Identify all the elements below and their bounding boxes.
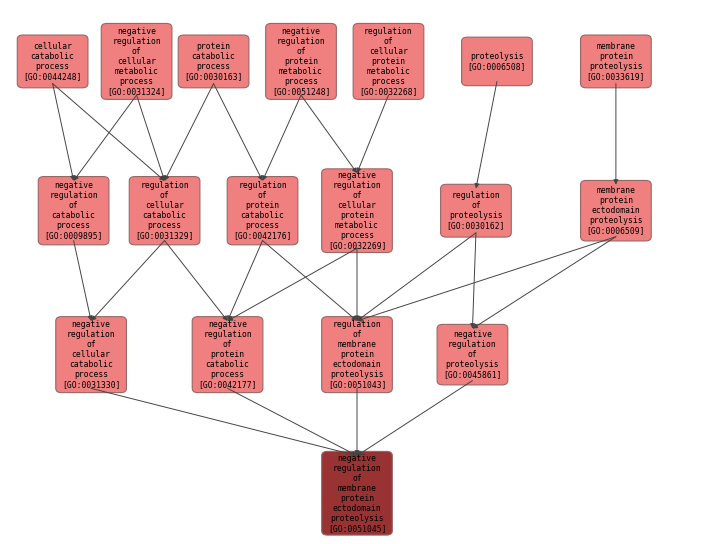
Text: regulation
of
membrane
protein
ectodomain
proteolysis
[GO:0051043]: regulation of membrane protein ectodomai… [328, 320, 386, 390]
FancyBboxPatch shape [178, 35, 249, 88]
Text: negative
regulation
of
protein
catabolic
process
[GO:0042177]: negative regulation of protein catabolic… [198, 320, 257, 390]
FancyBboxPatch shape [437, 324, 508, 385]
Text: negative
regulation
of
proteolysis
[GO:0045861]: negative regulation of proteolysis [GO:0… [443, 330, 502, 379]
FancyBboxPatch shape [322, 169, 392, 252]
FancyBboxPatch shape [353, 23, 424, 100]
Text: regulation
of
cellular
protein
metabolic
process
[GO:0032268]: regulation of cellular protein metabolic… [359, 27, 418, 96]
FancyBboxPatch shape [192, 317, 263, 393]
FancyBboxPatch shape [17, 35, 88, 88]
FancyBboxPatch shape [101, 23, 172, 100]
FancyBboxPatch shape [129, 177, 200, 245]
FancyBboxPatch shape [227, 177, 298, 245]
Text: negative
regulation
of
protein
metabolic
process
[GO:0051248]: negative regulation of protein metabolic… [272, 27, 331, 96]
Text: proteolysis
[GO:0006508]: proteolysis [GO:0006508] [468, 52, 526, 71]
FancyBboxPatch shape [580, 35, 651, 88]
FancyBboxPatch shape [266, 23, 336, 100]
FancyBboxPatch shape [441, 184, 511, 237]
Text: negative
regulation
of
cellular
protein
metabolic
process
[GO:0032269]: negative regulation of cellular protein … [328, 171, 386, 250]
Text: regulation
of
proteolysis
[GO:0030162]: regulation of proteolysis [GO:0030162] [447, 191, 506, 230]
Text: regulation
of
protein
catabolic
process
[GO:0042176]: regulation of protein catabolic process … [233, 181, 292, 240]
Text: membrane
protein
proteolysis
[GO:0033619]: membrane protein proteolysis [GO:0033619… [587, 42, 645, 81]
FancyBboxPatch shape [580, 181, 651, 241]
Text: regulation
of
cellular
catabolic
process
[GO:0031329]: regulation of cellular catabolic process… [136, 181, 193, 240]
FancyBboxPatch shape [39, 177, 109, 245]
Text: membrane
protein
ectodomain
proteolysis
[GO:0006509]: membrane protein ectodomain proteolysis … [587, 186, 645, 236]
FancyBboxPatch shape [322, 452, 392, 535]
Text: negative
regulation
of
catabolic
process
[GO:0009895]: negative regulation of catabolic process… [44, 181, 103, 240]
Text: cellular
catabolic
process
[GO:0044248]: cellular catabolic process [GO:0044248] [24, 42, 82, 81]
Text: protein
catabolic
process
[GO:0030163]: protein catabolic process [GO:0030163] [184, 42, 243, 81]
Text: negative
regulation
of
membrane
protein
ectodomain
proteolysis
[GO:0051045]: negative regulation of membrane protein … [328, 454, 386, 533]
FancyBboxPatch shape [462, 37, 532, 85]
Text: negative
regulation
of
cellular
metabolic
process
[GO:0031324]: negative regulation of cellular metaboli… [107, 27, 166, 96]
FancyBboxPatch shape [56, 317, 126, 393]
Text: negative
regulation
of
cellular
catabolic
process
[GO:0031330]: negative regulation of cellular cataboli… [62, 320, 121, 390]
FancyBboxPatch shape [322, 317, 392, 393]
